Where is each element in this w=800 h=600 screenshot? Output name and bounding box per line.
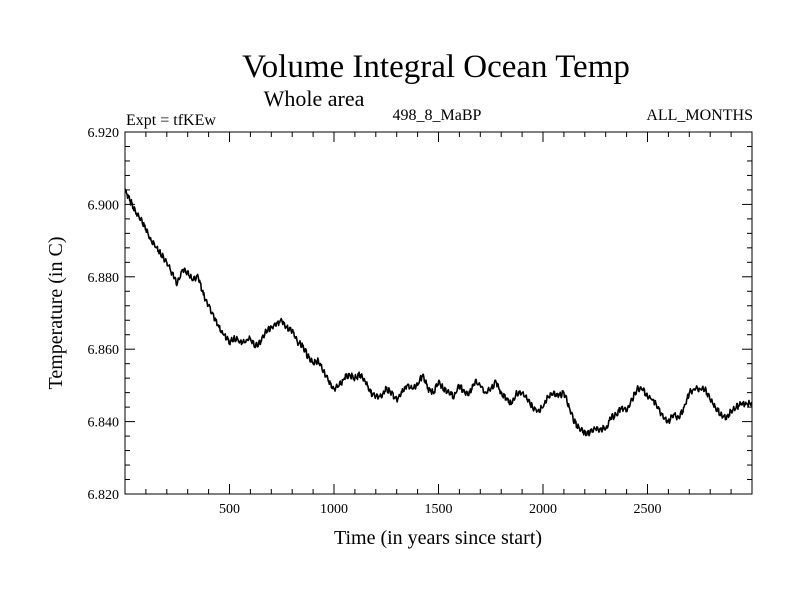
x-tick-label: 2500 bbox=[634, 502, 662, 517]
y-axis-label: Temperature (in C) bbox=[45, 237, 67, 390]
chart-subtitle: Whole area bbox=[264, 86, 365, 111]
temperature-series-line bbox=[124, 188, 753, 437]
plot-frame bbox=[124, 131, 753, 495]
y-tick-label: 6.840 bbox=[88, 416, 120, 431]
chart-title: Volume Integral Ocean Temp bbox=[242, 49, 630, 85]
y-tick-label: 6.820 bbox=[88, 488, 120, 503]
series-layer bbox=[124, 188, 753, 437]
y-tick-label: 6.920 bbox=[88, 126, 120, 141]
x-axis-label: Time (in years since start) bbox=[334, 527, 542, 549]
x-tick-label: 1000 bbox=[320, 502, 348, 517]
run-label: 498_8_MaBP bbox=[393, 107, 482, 124]
months-label: ALL_MONTHS bbox=[646, 107, 753, 124]
y-tick-label: 6.860 bbox=[88, 343, 120, 358]
experiment-label: Expt = tfKEw bbox=[126, 112, 216, 129]
y-tick-label: 6.880 bbox=[88, 271, 120, 286]
y-axis-ticks: 6.820 6.840 6.860 6.880 6.900 6.920 bbox=[88, 126, 752, 503]
x-tick-label: 2000 bbox=[529, 502, 557, 517]
x-tick-label: 1500 bbox=[425, 502, 453, 517]
x-axis-ticks: 500 1000 1500 2000 2500 bbox=[145, 132, 732, 517]
x-tick-label: 500 bbox=[219, 502, 240, 517]
y-tick-label: 6.900 bbox=[88, 198, 120, 213]
